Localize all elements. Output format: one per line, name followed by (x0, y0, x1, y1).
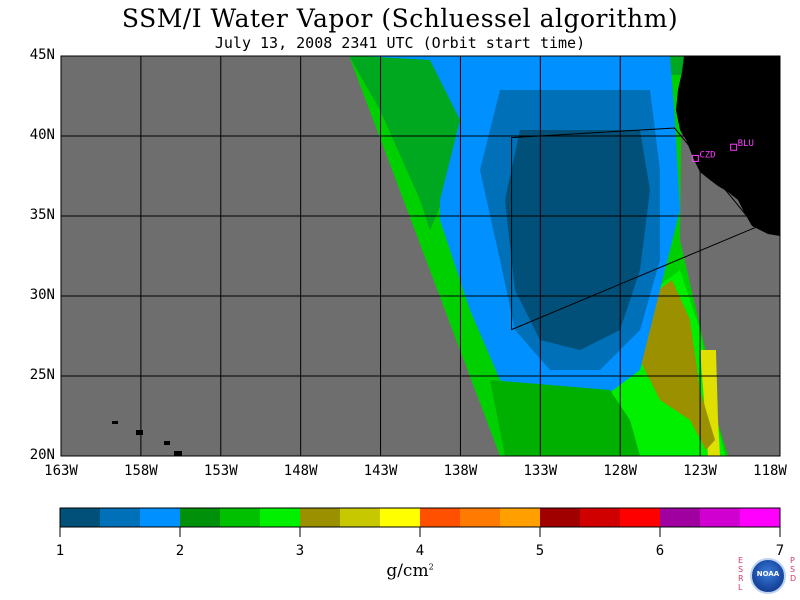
colorbar-swatch (140, 508, 181, 527)
hawaii-island (136, 430, 143, 435)
colorbar-tick-label: 2 (175, 543, 185, 559)
longitude-label: 153W (203, 463, 238, 479)
longitude-label: 143W (363, 463, 398, 479)
colorbar-tick-label: 1 (55, 543, 65, 559)
station-label: CZD (699, 150, 715, 160)
swath-olive (640, 280, 715, 450)
colorbar-swatch (380, 508, 421, 527)
colorbar-swatch (100, 508, 141, 527)
swath-lower-edge (490, 380, 640, 456)
longitude-label: 158W (124, 463, 158, 479)
noaa-logo-icon: NOAA (750, 558, 786, 594)
colorbar-tick-label: 6 (655, 543, 665, 559)
colorbar-unit: g/cm2 (386, 561, 434, 581)
station-markers: CZD BLU (691, 139, 754, 162)
colorbar-tick-label: 3 (295, 543, 305, 559)
hawaii-island (164, 441, 170, 445)
colorbar-swatch (620, 508, 661, 527)
colorbar-swatch (300, 508, 341, 527)
swath-green-top (349, 56, 690, 230)
colorbar-tick-label: 5 (535, 543, 545, 559)
colorbar-swatch (580, 508, 621, 527)
station-label: BLU (738, 139, 754, 149)
hawaii-island (112, 421, 118, 424)
latitude-label: 30N (29, 287, 55, 303)
colorbar-swatch (740, 508, 781, 527)
colorbar-swatch (540, 508, 581, 527)
longitude-label: 148W (283, 463, 318, 479)
land-mass (676, 56, 780, 236)
analysis-domain-outline (511, 127, 757, 331)
latitude-label: 45N (29, 47, 55, 63)
station-marker-icon (691, 154, 699, 162)
colorbar-tick-label: 4 (415, 543, 425, 559)
colorbar-swatch (700, 508, 741, 527)
colorbar-swatch (340, 508, 381, 527)
longitude-label: 118W (753, 463, 787, 479)
colorbar-swatch (220, 508, 261, 527)
map-frame (60, 55, 781, 457)
map-title: SSM/I Water Vapor (Schluessel algorithm) (121, 4, 679, 33)
colorbar-swatch (260, 508, 301, 527)
longitude-label: 123W (683, 463, 717, 479)
latitude-label: 35N (29, 207, 55, 223)
colorbar-swatch (60, 508, 101, 527)
latitude-label: 25N (29, 367, 55, 383)
longitude-label: 163W (44, 463, 78, 479)
longitude-label: 138W (443, 463, 478, 479)
latitude-label: 40N (29, 127, 55, 143)
colorbar-swatch (460, 508, 501, 527)
colorbar-tick-label: 7 (775, 543, 785, 559)
colorbar-swatch (500, 508, 541, 527)
hawaii-island (174, 451, 182, 456)
swath-driest (505, 130, 650, 350)
colorbar-swatch (180, 508, 221, 527)
map-subtitle: July 13, 2008 2341 UTC (Orbit start time… (214, 34, 586, 52)
longitude-label: 133W (523, 463, 558, 479)
colorbar (59, 507, 781, 537)
colorbar-swatch (420, 508, 461, 527)
colorbar-swatch (660, 508, 701, 527)
station-marker-icon (730, 143, 738, 151)
latitude-label: 20N (29, 447, 55, 463)
longitude-label: 128W (603, 463, 638, 479)
